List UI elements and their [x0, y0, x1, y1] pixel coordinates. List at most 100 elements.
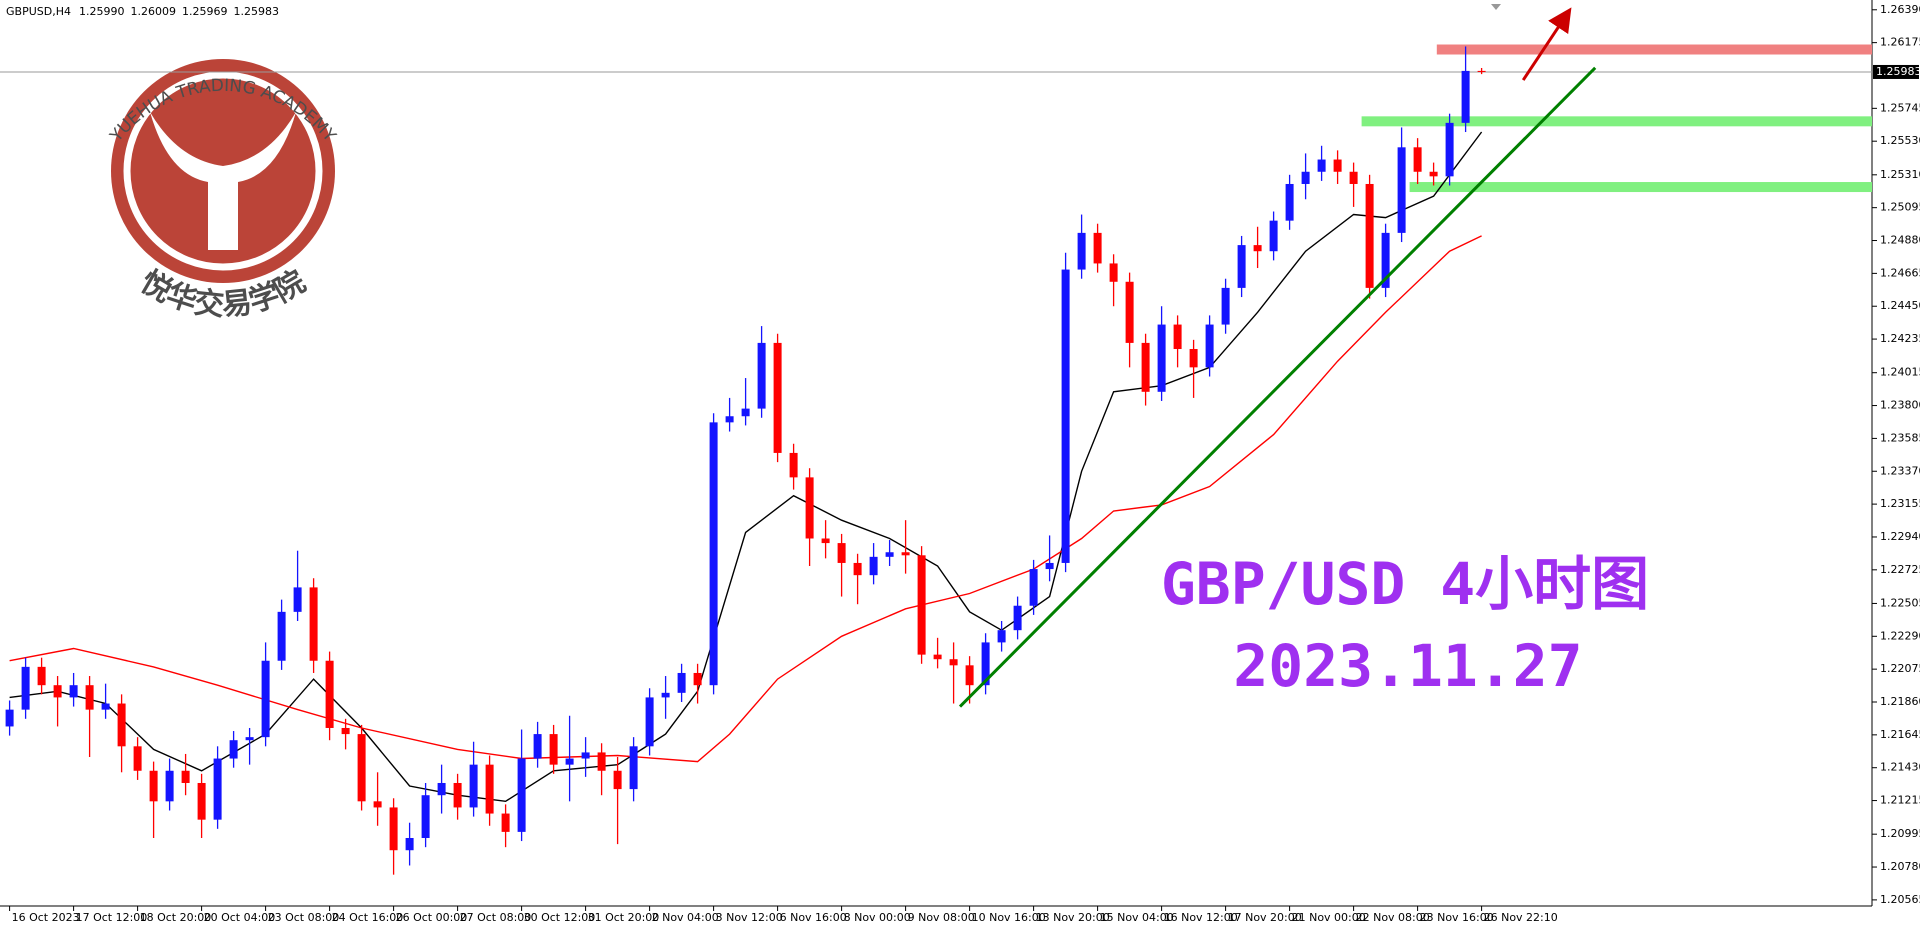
y-tick-label: 1.22290: [1880, 629, 1920, 642]
candle-body: [1189, 349, 1198, 368]
x-tick-label: 22 Nov 08:00: [1356, 911, 1430, 924]
candle-body: [437, 782, 446, 796]
candle-body: [1333, 159, 1342, 172]
candle-body: [277, 611, 286, 661]
x-tick-label: 27 Oct 08:00: [460, 911, 532, 924]
candle-body: [549, 734, 558, 765]
x-tick-label: 9 Nov 08:00: [908, 911, 975, 924]
y-tick-label: 1.23155: [1880, 497, 1920, 510]
candle-body: [117, 703, 126, 747]
trend-arrow: [1521, 7, 1572, 81]
candle-body: [741, 408, 750, 417]
y-tick-label: 1.22075: [1880, 662, 1920, 675]
candle-body: [1269, 220, 1278, 252]
x-tick-label: 31 Oct 20:00: [588, 911, 660, 924]
candle-body: [565, 758, 574, 765]
x-tick-label: 21 Nov 00:00: [1292, 911, 1366, 924]
candle-body: [1477, 70, 1486, 72]
y-tick-label: 1.23370: [1880, 464, 1920, 477]
candle-body: [1061, 269, 1070, 563]
candle-body: [149, 770, 158, 802]
y-tick-label: 1.21645: [1880, 728, 1920, 741]
candle-body: [1445, 122, 1454, 177]
candle-body: [1381, 232, 1390, 288]
candle-body: [1365, 183, 1374, 288]
candle-body: [629, 746, 638, 790]
candle-body: [245, 737, 254, 741]
level-band: [1361, 116, 1872, 127]
x-tick-label: 16 Nov 12:00: [1164, 911, 1238, 924]
y-tick-label: 1.22725: [1880, 563, 1920, 576]
x-tick-label: 26 Nov 22:10: [1484, 911, 1558, 924]
candle-body: [581, 752, 590, 759]
y-tick-label: 1.26390: [1880, 3, 1920, 16]
candle-body: [981, 642, 990, 686]
y-tick-label: 1.25310: [1880, 168, 1920, 181]
candle-body: [693, 672, 702, 686]
candle-body: [997, 630, 1006, 643]
candle-body: [1093, 232, 1102, 264]
x-tick-label: 17 Nov 20:00: [1228, 911, 1302, 924]
candle-body: [229, 740, 238, 759]
candle-body: [261, 660, 270, 738]
candle-body: [789, 452, 798, 478]
candle-body: [1125, 281, 1134, 343]
candle-body: [645, 697, 654, 747]
x-tick-label: 30 Oct 12:00: [524, 911, 596, 924]
candle-body: [341, 727, 350, 735]
candle-body: [805, 477, 814, 539]
candle-body: [1173, 324, 1182, 350]
candle-body: [1221, 287, 1230, 325]
x-tick-label: 17 Oct 12:00: [76, 911, 148, 924]
level-band: [1409, 182, 1872, 193]
candle-body: [5, 709, 14, 727]
candle-body: [1013, 605, 1022, 631]
candle-body: [181, 770, 190, 783]
y-tick-label: 1.20995: [1880, 827, 1920, 840]
shift-marker: [1491, 4, 1501, 10]
candle-body: [1029, 569, 1038, 606]
candle-body: [661, 692, 670, 698]
x-tick-label: 24 Oct 16:00: [332, 911, 404, 924]
candle-body: [757, 342, 766, 409]
candle-body: [357, 734, 366, 802]
candle-body: [101, 703, 110, 710]
last-high: 1.26009: [130, 5, 176, 18]
candle-body: [37, 666, 46, 686]
candle-body: [389, 807, 398, 851]
trendline: [958, 66, 1597, 708]
y-tick-label: 1.21860: [1880, 695, 1920, 708]
y-tick-label: 1.25095: [1880, 201, 1920, 214]
candle-body: [1157, 324, 1166, 392]
x-tick-label: 18 Oct 20:00: [140, 911, 212, 924]
candle-body: [309, 587, 318, 661]
x-tick-label: 16 Oct 2023: [12, 911, 80, 924]
candle-body: [1109, 263, 1118, 282]
last-low: 1.25969: [182, 5, 228, 18]
candle-body: [1285, 183, 1294, 221]
x-tick-label: 20 Oct 04:00: [204, 911, 276, 924]
candle-body: [1317, 159, 1326, 172]
candle-body: [613, 770, 622, 790]
y-tick-label: 1.22505: [1880, 596, 1920, 609]
x-tick-label: 23 Oct 08:00: [268, 911, 340, 924]
candle-body: [1141, 342, 1150, 392]
y-tick-label: 1.23800: [1880, 399, 1920, 412]
candle-body: [1461, 70, 1470, 123]
y-tick-label: 1.24450: [1880, 299, 1920, 312]
x-tick-label: 10 Nov 16:00: [972, 911, 1046, 924]
candle-body: [1413, 147, 1422, 172]
candle-body: [133, 746, 142, 771]
candle-body: [405, 838, 414, 851]
candle-body: [853, 562, 862, 576]
x-tick-label: 2 Nov 04:00: [652, 911, 719, 924]
candle-body: [949, 659, 958, 666]
candle-body: [485, 764, 494, 814]
header: GBPUSD,H4 1.25990 1.26009 1.25969 1.25983: [6, 5, 279, 18]
candle-body: [69, 685, 78, 698]
last-open: 1.25990: [79, 5, 125, 18]
logo-ring: [123, 71, 323, 271]
y-tick-label: 1.24015: [1880, 366, 1920, 379]
annotation-date: 2023.11.27: [1233, 632, 1582, 700]
x-tick-label: 23 Nov 16:00: [1420, 911, 1494, 924]
